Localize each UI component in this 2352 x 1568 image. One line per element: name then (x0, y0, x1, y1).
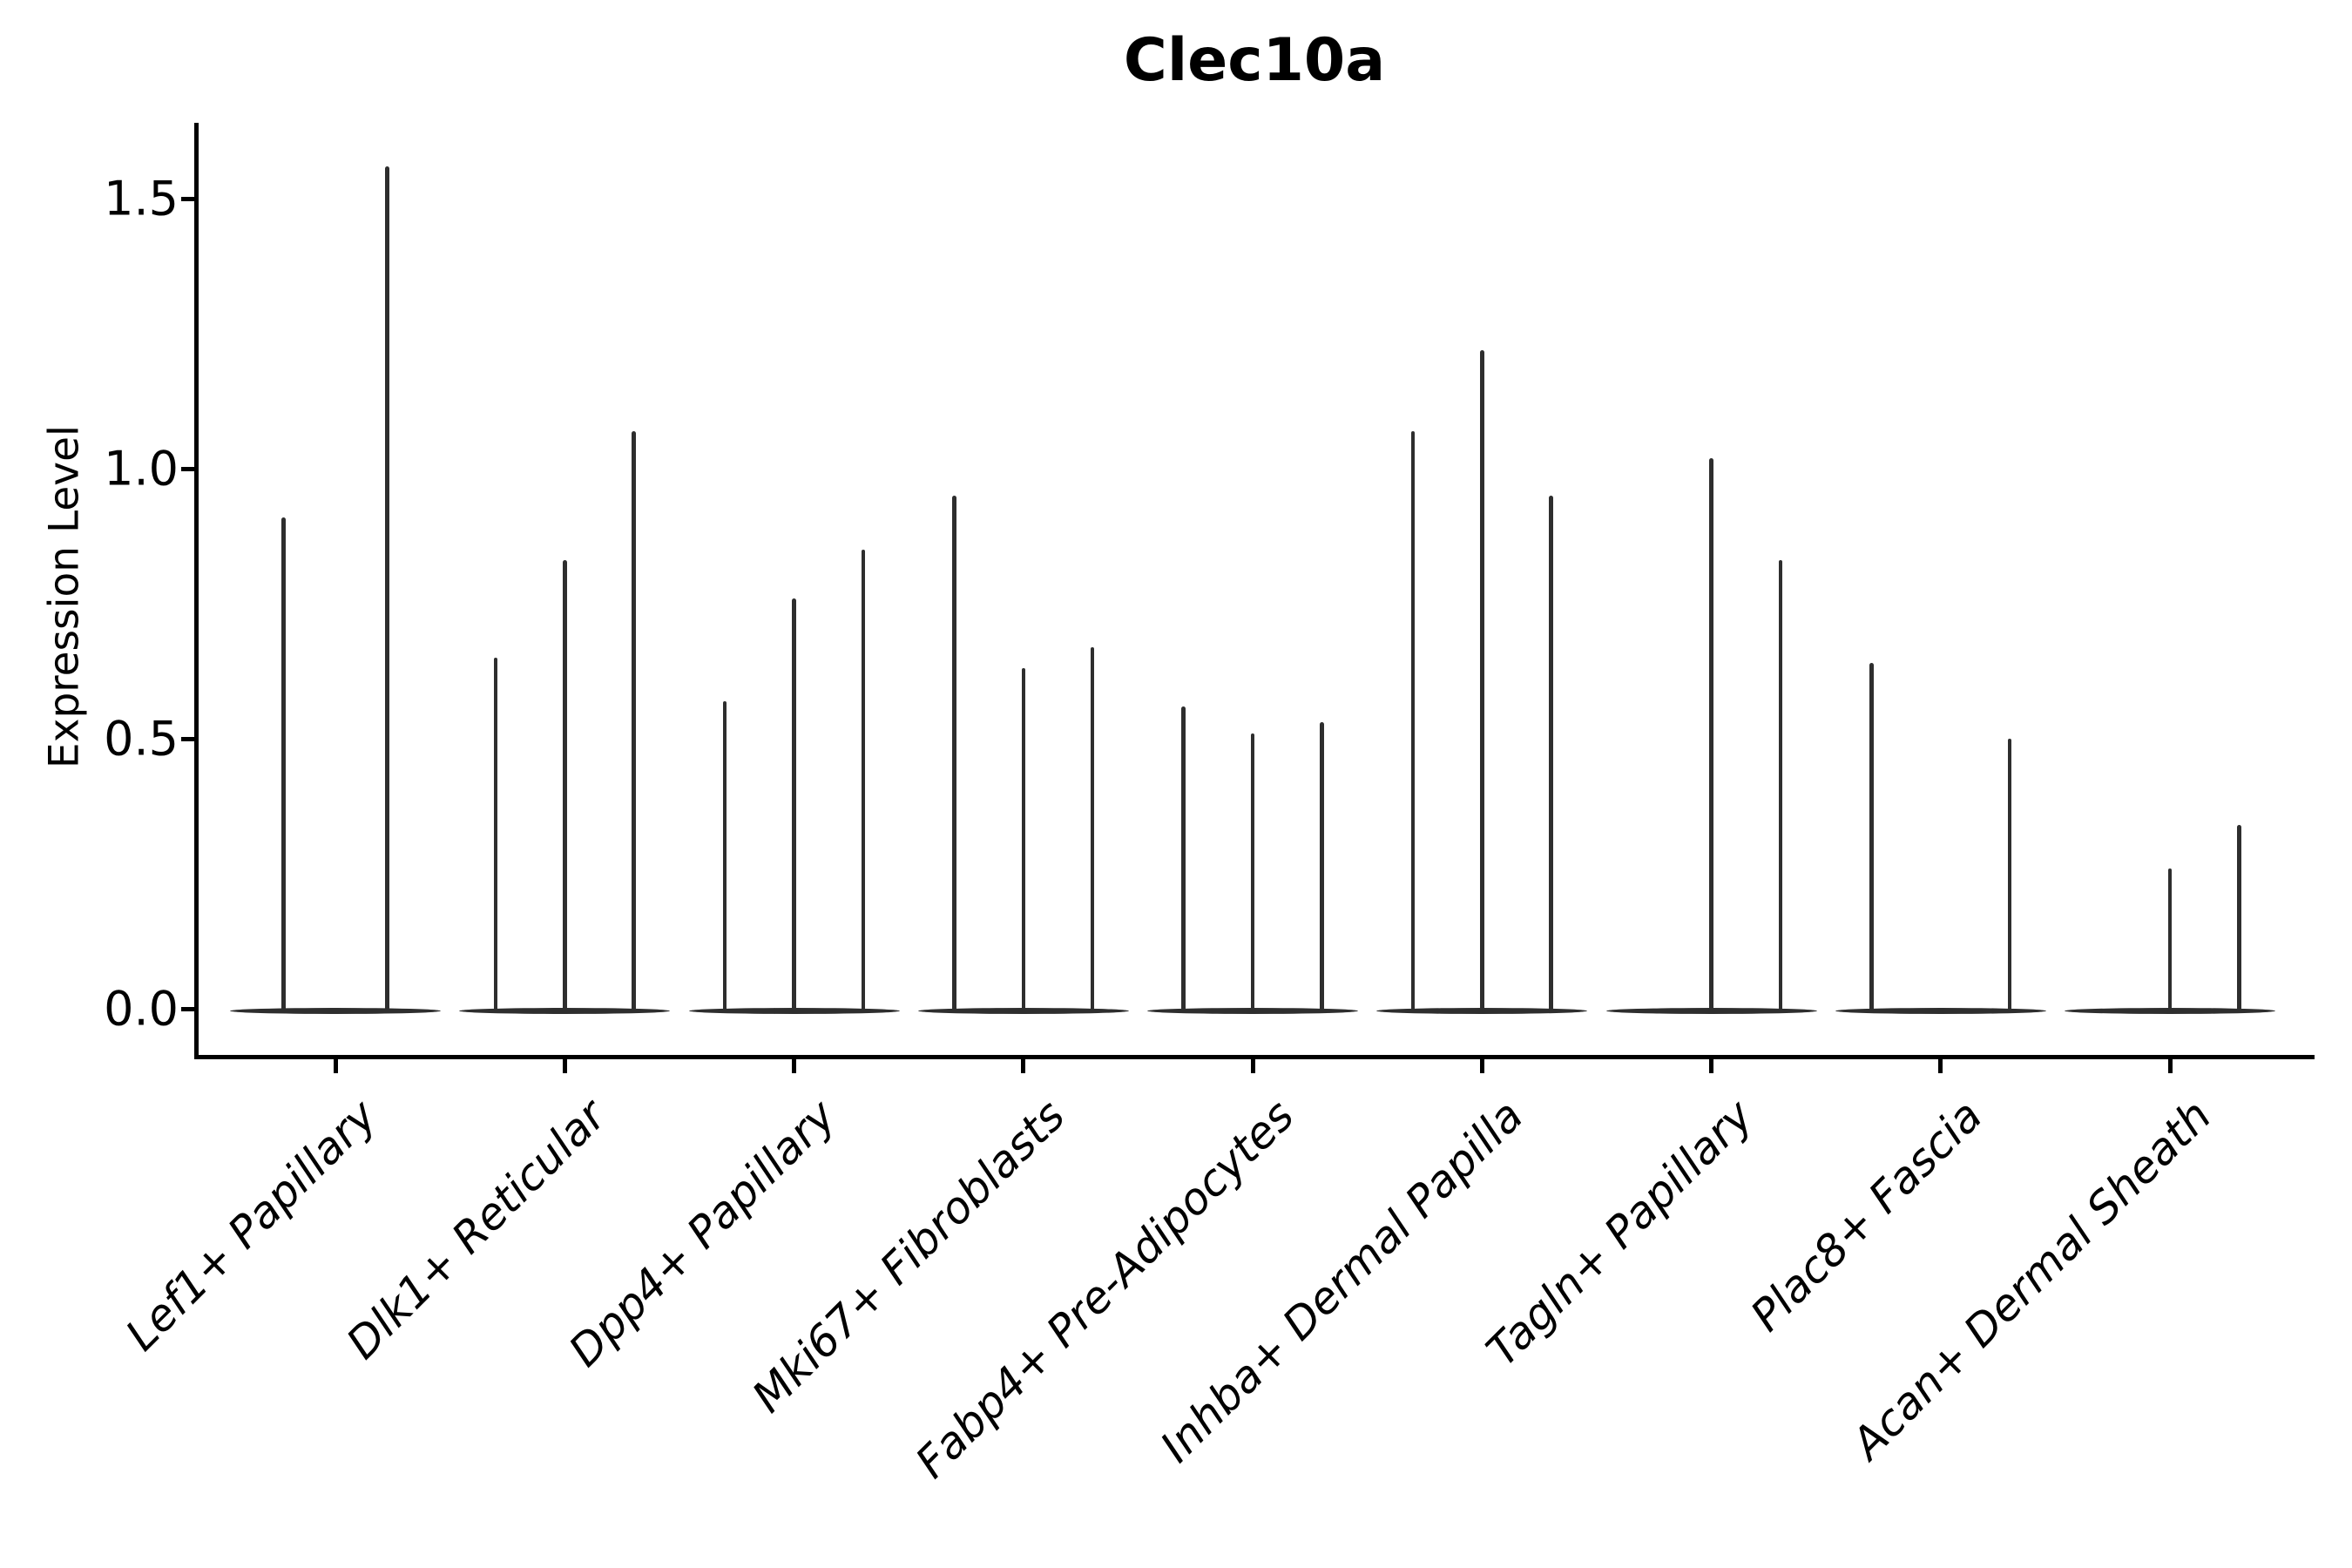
violin-spike (1090, 646, 1095, 1010)
x-tick-label: Plac8+ Fascia (1740, 1090, 1992, 1342)
x-tick (792, 1058, 796, 1073)
violin-base (2065, 1007, 2275, 1014)
violin-spike (1549, 496, 1553, 1010)
x-tick-label: Lef1+ Papillary (116, 1090, 387, 1361)
violin-base (230, 1007, 441, 1014)
violin-spike (1778, 560, 1783, 1010)
x-tick (1938, 1058, 1943, 1073)
y-tick-label: 1.5 (104, 171, 179, 226)
x-tick-label: Inhba+ Dermal Papilla (1151, 1090, 1533, 1472)
violin-spike (1021, 668, 1025, 1010)
violin-spike (792, 598, 796, 1010)
violin-spike (632, 430, 636, 1010)
y-tick (181, 736, 194, 741)
y-tick-label: 0.0 (104, 981, 179, 1037)
x-tick (1479, 1058, 1484, 1073)
violin-base (1376, 1007, 1588, 1014)
violin-spike (2167, 868, 2173, 1010)
violin-base (1147, 1007, 1358, 1014)
violin-spike (861, 550, 866, 1010)
x-tick (1021, 1058, 1026, 1073)
violin-base (688, 1007, 900, 1014)
violin-spike (2007, 739, 2012, 1010)
x-tick (2167, 1058, 2173, 1073)
x-tick-label: Fabp4+ Pre-Adipocytes (905, 1090, 1304, 1489)
chart-title: Clec10a (1123, 26, 1386, 95)
violin-spike (1410, 430, 1416, 1010)
violin-base (917, 1007, 1129, 1014)
violin-base (1605, 1007, 1817, 1014)
x-tick (1709, 1058, 1713, 1073)
x-tick (1250, 1058, 1255, 1073)
violin-spike (385, 166, 389, 1010)
violin-spike (1709, 457, 1713, 1010)
violin-base (459, 1007, 671, 1014)
y-tick (181, 466, 194, 471)
y-tick-label: 1.0 (104, 441, 179, 497)
x-axis-spine (194, 1055, 2315, 1059)
x-tick (333, 1058, 338, 1073)
x-tick (562, 1058, 567, 1073)
violin-spike (493, 658, 498, 1010)
y-axis-spine (194, 123, 199, 1058)
violin-spike (1250, 733, 1255, 1010)
violin-spike (952, 496, 956, 1010)
violin-spike (1480, 349, 1484, 1010)
y-tick (181, 1006, 194, 1011)
violin-spike (2237, 825, 2241, 1010)
violin-spike (281, 517, 286, 1010)
y-tick-label: 0.5 (104, 711, 179, 767)
violin-spike (1320, 722, 1324, 1010)
violin-spike (1869, 663, 1874, 1010)
y-tick (181, 196, 194, 201)
violin-spike (1181, 706, 1186, 1010)
violin-spike (722, 700, 727, 1010)
violin-base (1835, 1007, 2046, 1014)
violin-spike (563, 560, 567, 1010)
